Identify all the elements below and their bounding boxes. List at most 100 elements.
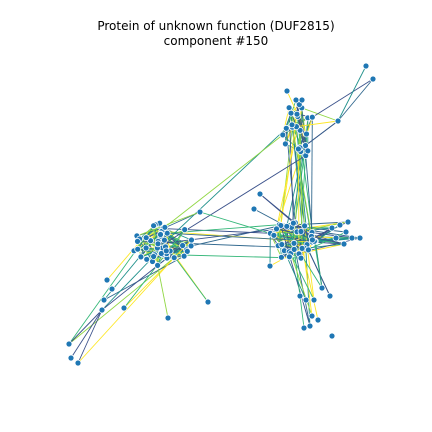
graph-edge [101,256,154,311]
graph-node [65,340,73,348]
graph-edge [305,120,339,146]
graph-edge [304,225,315,301]
graph-node [306,322,314,330]
graph-node [297,254,305,262]
graph-node [137,253,145,261]
graph-node [287,109,295,117]
graph-node [369,75,377,83]
graph-node [150,222,158,230]
graph-node [270,231,278,239]
graph-node [204,298,212,306]
graph-node [134,237,141,245]
graph-edge [157,265,169,319]
graph-edge [292,120,339,128]
graph-node [290,245,298,253]
graph-node [181,226,189,234]
graph-node [170,254,178,262]
graph-edge [280,114,298,226]
title-line-2: component #150 [163,34,269,48]
graph-node [160,236,168,244]
graph-edge [68,309,103,345]
graph-node [302,296,310,304]
graph-node [285,104,293,112]
graph-node [348,234,356,242]
graph-node [277,253,285,261]
graph-node [290,239,298,247]
title-line-1: Protein of unknown function (DUF2815) [97,19,335,33]
graph-node [362,62,370,70]
graph-node [273,225,280,233]
graph-node [344,218,352,226]
graph-node [142,234,150,242]
graph-node [161,223,169,231]
graph-edge [162,134,284,229]
graph-edge [70,309,103,359]
graph-edge [293,243,311,327]
graph-node [332,234,340,242]
graph-node [293,110,301,118]
graph-node [103,276,111,284]
graph-node [150,253,158,260]
graph-node [336,221,344,229]
graph-edge [68,225,154,345]
graph-node [300,324,308,332]
graph-node [298,244,306,252]
graph-node [180,252,188,260]
graph-node [292,96,300,104]
graph-node [162,247,170,255]
graph-edge [199,211,308,246]
graph-node [310,296,318,304]
graph-edge [297,148,300,254]
graph-edge [294,222,331,297]
graph-node [298,96,306,104]
graph-node [120,304,128,312]
graph-edge [167,232,315,242]
graph-node [296,292,304,300]
graph-node [164,314,172,322]
graph-edge [77,309,103,364]
graph-edge [311,117,313,237]
graph-node [308,113,316,121]
graph-node [283,87,291,95]
graph-node [196,208,204,216]
graph-node [301,222,309,230]
graph-node [356,234,364,242]
graph-edge [106,225,154,281]
graph-edge [123,229,186,309]
figure-title: Protein of unknown function (DUF2815) co… [0,19,432,49]
graph-edge [314,241,323,289]
graph-node [328,332,336,340]
graph-node [318,284,326,292]
graph-node [303,130,310,138]
graph-node [134,245,142,253]
graph-node [297,228,305,235]
graph-node [282,124,290,132]
node-layer [65,62,377,367]
graph-node [279,131,287,139]
graph-edge [290,113,301,148]
graph-node [74,359,82,367]
graph-edge [290,253,313,317]
graph-edge [68,257,175,345]
graph-node [308,312,316,320]
graph-node [100,296,108,304]
graph-edge [103,255,185,301]
graph-node [250,205,258,213]
graph-edge [301,107,339,122]
graph-node [334,117,342,125]
graph-edge [123,239,192,309]
graph-edge [337,78,374,122]
graph-node [289,219,297,227]
graph-edge [297,148,306,226]
graph-node [108,285,116,293]
graph-node [340,240,348,248]
graph-node [294,145,302,153]
graph-node [256,190,264,198]
edge-layer [68,65,374,364]
graph-edge [153,225,156,255]
graph-node [328,224,336,232]
graph-edge [290,253,315,301]
graph-node [266,262,274,270]
